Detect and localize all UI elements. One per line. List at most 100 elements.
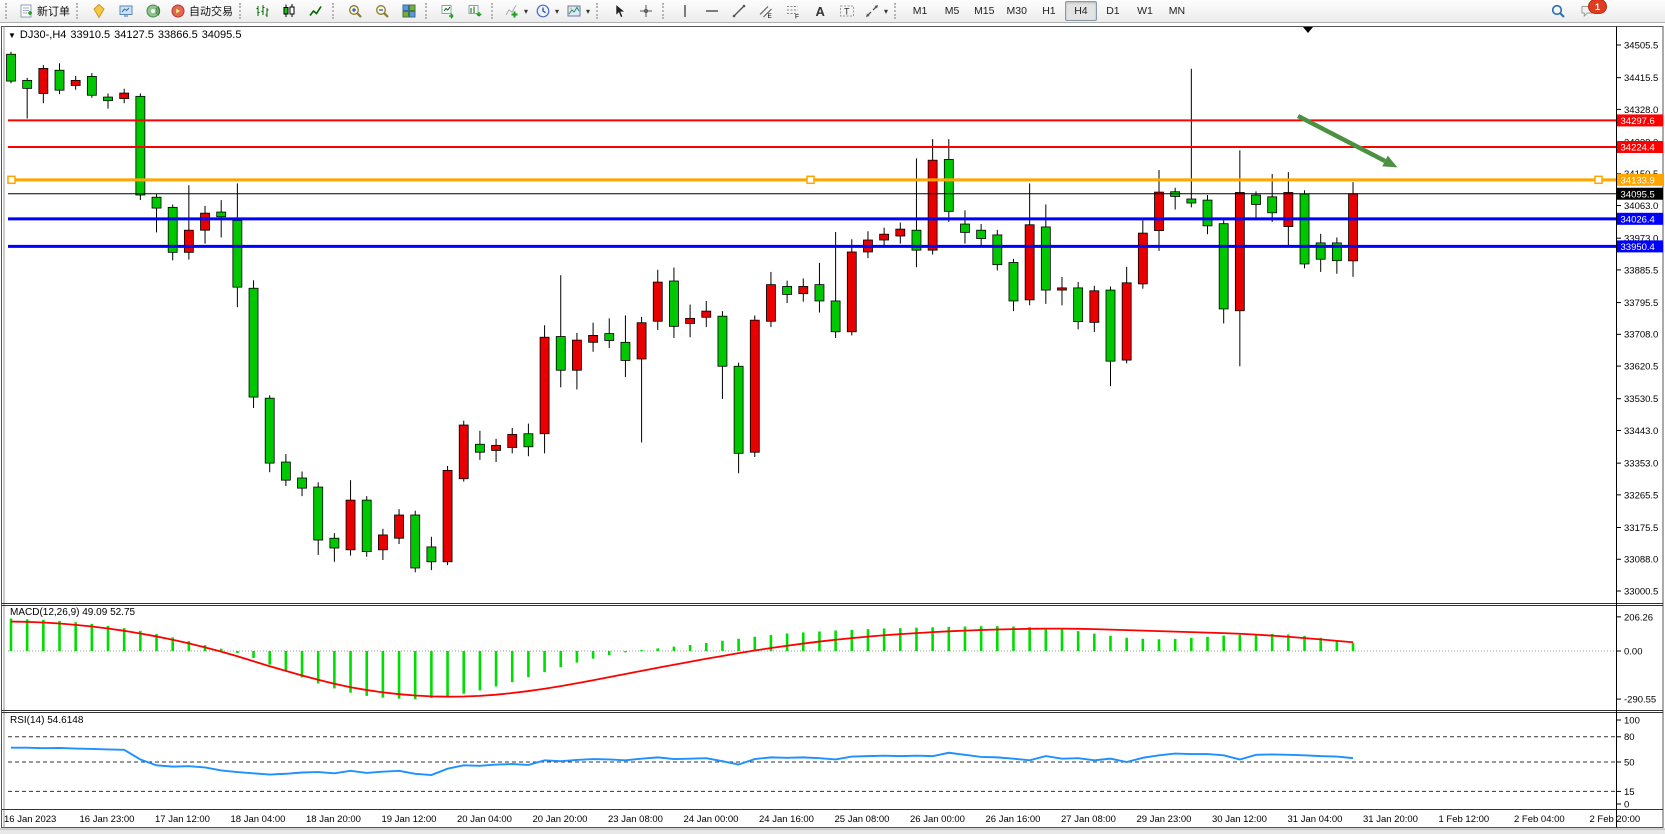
- equidistant-channel-icon: E: [759, 6, 773, 19]
- hline-handle[interactable]: [7, 175, 16, 185]
- svg-text:80: 80: [1624, 732, 1635, 743]
- timeframe-MN[interactable]: MN: [1168, 5, 1186, 17]
- strategy-tester-button[interactable]: [113, 0, 139, 22]
- toolbar-grip[interactable]: [662, 3, 668, 19]
- fibonacci-icon: F: [787, 6, 799, 19]
- macd-axis[interactable]: 206.26 0.00 -290.55: [1616, 612, 1656, 705]
- toolbar-group: [249, 0, 329, 22]
- svg-text:34505.5: 34505.5: [1624, 40, 1658, 51]
- svg-text:16 Jan 23:00: 16 Jan 23:00: [80, 814, 135, 825]
- trend-arrow[interactable]: [1296, 114, 1398, 168]
- toolbar-right: 1: [1545, 0, 1607, 22]
- periods-button[interactable]: ▾: [532, 0, 562, 22]
- last-bar-low: 33866.5: [157, 29, 198, 41]
- toolbar-grip[interactable]: [425, 3, 431, 19]
- cursor-icon: [615, 3, 626, 18]
- search-symbol-button[interactable]: [1545, 0, 1571, 22]
- svg-text:50: 50: [1624, 757, 1635, 768]
- timeframe-H1[interactable]: H1: [1042, 5, 1056, 17]
- arrows-button[interactable]: ▾: [861, 0, 891, 22]
- svg-text:0: 0: [1624, 799, 1629, 810]
- hline-handle[interactable]: [806, 175, 815, 185]
- svg-text:33530.5: 33530.5: [1624, 394, 1658, 405]
- chevron-down-icon[interactable]: ▾: [884, 6, 889, 16]
- svg-text:30 Jan 12:00: 30 Jan 12:00: [1212, 814, 1267, 825]
- toolbar-grip[interactable]: [491, 3, 497, 19]
- metaeditor-button[interactable]: [86, 0, 112, 22]
- zoom-in-button[interactable]: [342, 0, 368, 22]
- bar-chart-button[interactable]: [249, 0, 275, 22]
- chevron-down-icon[interactable]: ▾: [524, 6, 529, 16]
- indicators-icon: [505, 5, 518, 18]
- time-axis[interactable]: 16 Jan 2023 16 Jan 23:00 17 Jan 12:00 18 Ja…: [4, 814, 1640, 825]
- zoom-out-button[interactable]: [369, 0, 395, 22]
- toolbar-groups: 新订单 自动交易 ▾ ▾ ▾ E F A T ▾: [2, 0, 891, 22]
- timeframe-M15[interactable]: M15: [974, 5, 995, 17]
- autotrading-button[interactable]: 自动交易: [167, 0, 236, 22]
- crosshair-button[interactable]: [633, 0, 659, 22]
- new-order-button[interactable]: 新订单: [15, 0, 73, 22]
- main-toolbar: 新订单 自动交易 ▾ ▾ ▾ E F A T ▾ M1 M5 M15 M30 H1 H4 D1 W1 MN 1: [0, 0, 1665, 23]
- periods-icon: [536, 4, 550, 18]
- mql5-community-button[interactable]: [140, 0, 166, 22]
- templates-button[interactable]: ▾: [563, 0, 593, 22]
- chart-title[interactable]: ▼ DJ30-,H4 33910.5 34127.5 33866.5 34095…: [8, 29, 241, 41]
- svg-text:26 Jan 16:00: 26 Jan 16:00: [986, 814, 1041, 825]
- rsi-name: RSI(14): [10, 715, 45, 726]
- svg-text:33353.0: 33353.0: [1624, 459, 1658, 470]
- tile-windows-button[interactable]: [396, 0, 422, 22]
- rsi-axis[interactable]: 100 80 50 150: [1616, 715, 1640, 810]
- chevron-down-icon[interactable]: ▾: [586, 6, 591, 16]
- timeframe-D1[interactable]: D1: [1106, 5, 1120, 17]
- candlestick-chart-button[interactable]: [276, 0, 302, 22]
- line-chart-button[interactable]: [303, 0, 329, 22]
- svg-text:20 Jan 20:00: 20 Jan 20:00: [533, 814, 588, 825]
- toolbar-grip[interactable]: [332, 3, 338, 19]
- trendline-button[interactable]: [726, 0, 752, 22]
- svg-text:31 Jan 04:00: 31 Jan 04:00: [1288, 814, 1343, 825]
- symbol-period-label: DJ30-,H4: [19, 29, 67, 41]
- fibonacci-button[interactable]: F: [780, 0, 806, 22]
- timeframe-H4[interactable]: H4: [1064, 1, 1097, 21]
- svg-text:19 Jan 12:00: 19 Jan 12:00: [382, 814, 437, 825]
- cursor-button[interactable]: [606, 0, 632, 22]
- toolbar-grip[interactable]: [5, 3, 11, 19]
- equidistant-channel-button[interactable]: E: [753, 0, 779, 22]
- toolbar-grip[interactable]: [894, 3, 900, 19]
- svg-text:18 Jan 20:00: 18 Jan 20:00: [306, 814, 361, 825]
- timeframe-W1[interactable]: W1: [1137, 5, 1153, 17]
- indicators-button[interactable]: ▾: [501, 0, 531, 22]
- new-order-icon: [20, 4, 32, 18]
- svg-text:18 Jan 04:00: 18 Jan 04:00: [231, 814, 286, 825]
- svg-text:33708.0: 33708.0: [1624, 330, 1658, 341]
- toolbar-grip[interactable]: [76, 3, 82, 19]
- hline-handle[interactable]: [1594, 175, 1603, 185]
- timeframe-M5[interactable]: M5: [944, 5, 960, 17]
- horizontal-line-button[interactable]: [699, 0, 725, 22]
- macd-name: MACD(12,26,9): [10, 607, 80, 618]
- chart-shift-marker-icon[interactable]: [1303, 27, 1313, 33]
- symbol-dropdown-icon[interactable]: ▼: [8, 30, 16, 40]
- arrange-charts-button[interactable]: [435, 0, 461, 22]
- vertical-line-button[interactable]: [672, 0, 698, 22]
- toolbar-grip[interactable]: [239, 3, 245, 19]
- timeframe-M30[interactable]: M30: [1006, 5, 1027, 17]
- text-button[interactable]: A: [807, 0, 833, 22]
- toolbar-group: [606, 0, 659, 22]
- zoom-in-icon: [349, 5, 362, 18]
- svg-text:34133.9: 34133.9: [1621, 175, 1655, 186]
- metaeditor-icon: [93, 3, 105, 19]
- svg-text:33088.0: 33088.0: [1624, 555, 1658, 566]
- horizontal-lines[interactable]: 34297.6 34224.4 34133.9 34095.5 34026.4 33950…: [7, 114, 1663, 253]
- price-axis[interactable]: 34505.534415.534328.034238.034150.534063…: [1616, 40, 1658, 597]
- chart-shift-button[interactable]: [462, 0, 488, 22]
- chevron-down-icon[interactable]: ▾: [555, 6, 560, 16]
- notifications-button[interactable]: 1: [1579, 0, 1607, 21]
- svg-text:206.26: 206.26: [1624, 612, 1653, 623]
- rsi-value: 54.6148: [47, 715, 84, 726]
- toolbar-grip[interactable]: [596, 3, 602, 19]
- timeframe-M1[interactable]: M1: [912, 5, 928, 17]
- text-label-button[interactable]: T: [834, 0, 860, 22]
- text-label-icon: T: [840, 5, 855, 17]
